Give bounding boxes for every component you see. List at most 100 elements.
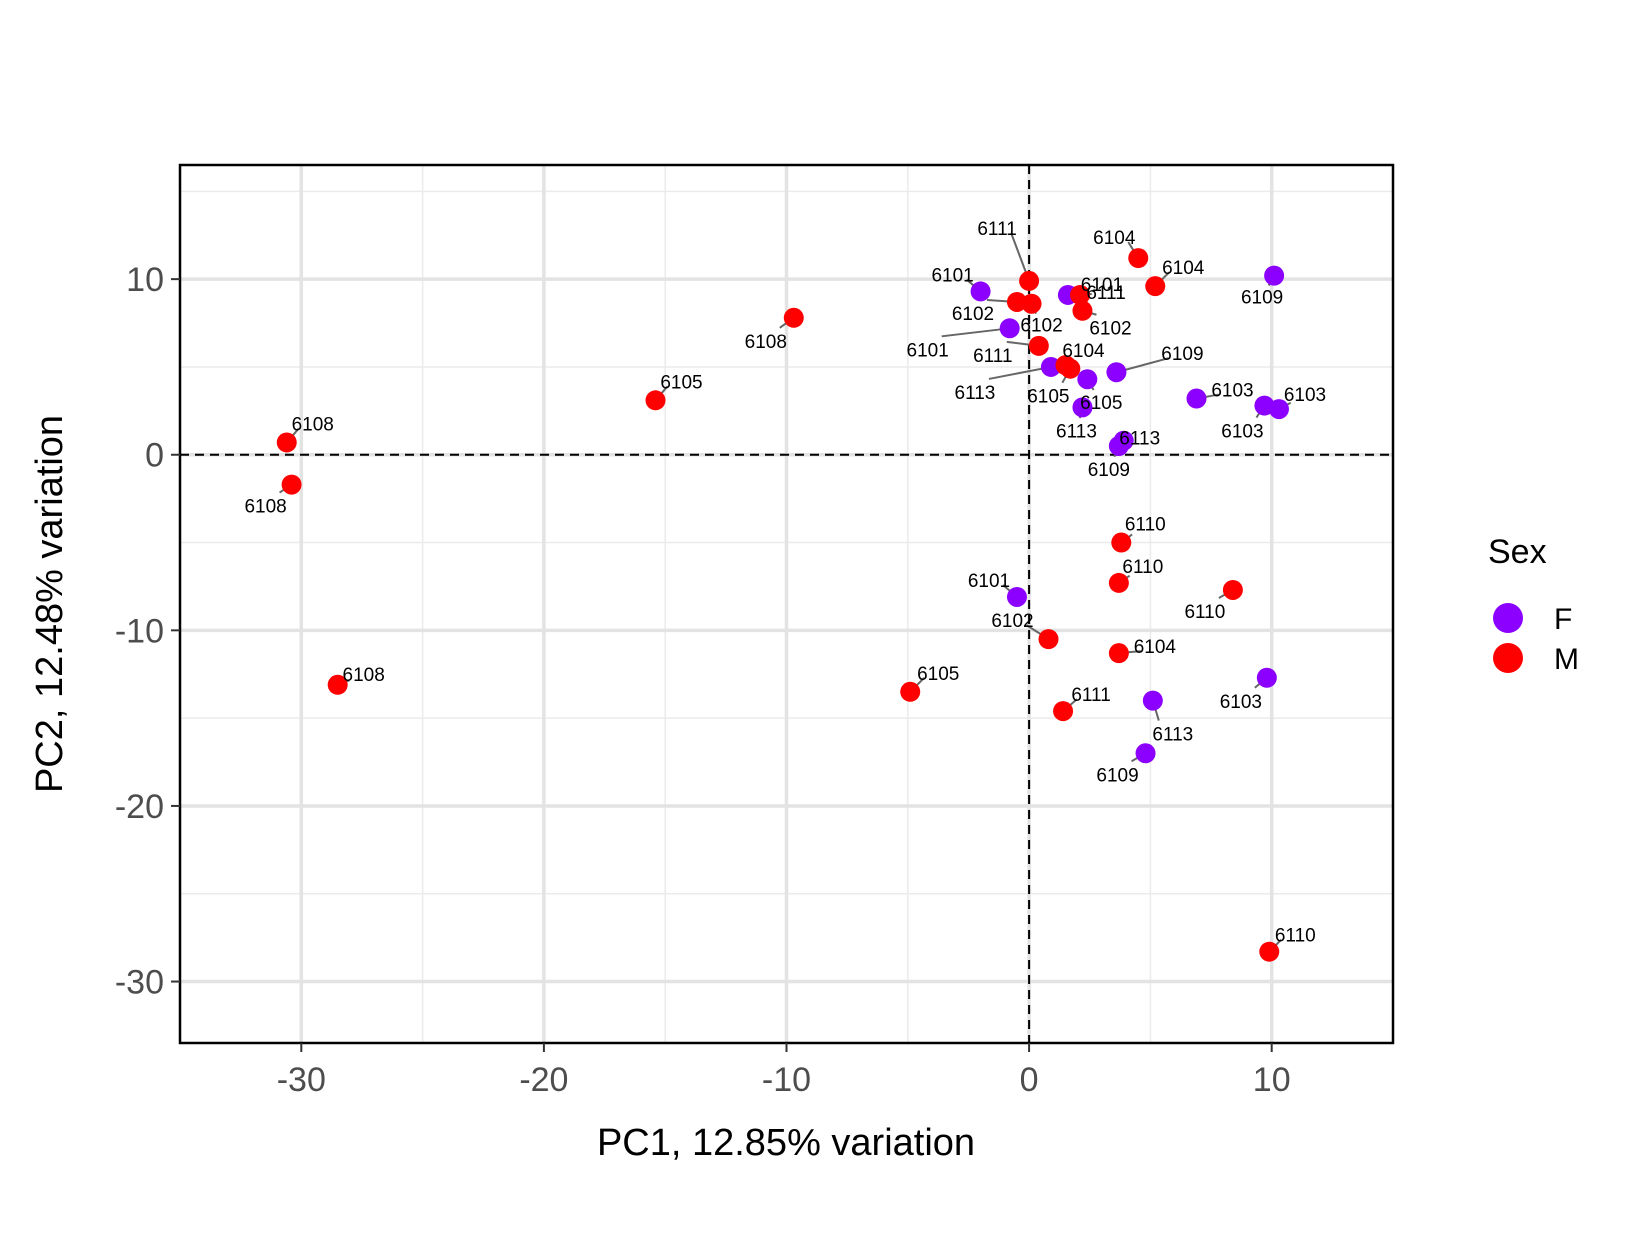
data-point-f xyxy=(1072,397,1093,418)
legend-key-f xyxy=(1493,603,1523,633)
point-label: 6101 xyxy=(968,571,1010,592)
point-label: 6103 xyxy=(1211,381,1253,402)
point-label: 6113 xyxy=(955,383,996,404)
point-label: 6110 xyxy=(1184,602,1225,623)
data-point-f xyxy=(1106,362,1127,383)
data-point-m xyxy=(1021,293,1042,314)
point-label: 6111 xyxy=(973,346,1012,367)
point-label: 6113 xyxy=(1152,725,1193,746)
data-point-m xyxy=(1019,270,1040,291)
data-point-f xyxy=(1135,743,1156,764)
x-axis-title: PC1, 12.85% variation xyxy=(597,1122,975,1164)
data-point-m xyxy=(645,390,666,411)
reference-lines xyxy=(180,165,1393,1043)
data-point-m xyxy=(1053,701,1074,722)
point-label: 6104 xyxy=(1093,228,1136,249)
point-label: 6103 xyxy=(1220,692,1262,713)
y-tick-label: 0 xyxy=(145,437,164,475)
legend-label: M xyxy=(1554,643,1579,676)
point-label: 6109 xyxy=(1088,460,1130,481)
data-point-m xyxy=(1108,643,1129,664)
point-label: 6103 xyxy=(1284,385,1326,406)
data-point-m xyxy=(1145,276,1166,297)
data-point-m xyxy=(1028,335,1049,356)
data-point-m xyxy=(900,681,921,702)
data-point-f xyxy=(1256,667,1277,688)
point-label: 6108 xyxy=(292,414,334,435)
point-label: 6108 xyxy=(343,665,385,686)
point-label: 6113 xyxy=(1119,429,1160,450)
point-label: 6110 xyxy=(1122,557,1163,578)
data-point-m xyxy=(1006,291,1027,312)
data-point-m xyxy=(1072,300,1093,321)
point-label: 6104 xyxy=(1062,341,1105,362)
data-point-f xyxy=(999,318,1020,339)
point-label: 6102 xyxy=(952,304,994,325)
legend: Sex FM xyxy=(1488,533,1579,676)
y-axis-title: PC2, 12.48% variation xyxy=(29,415,71,793)
point-label: 6105 xyxy=(1027,387,1069,408)
point-label: 6111 xyxy=(977,219,1016,240)
data-point-m xyxy=(276,432,297,453)
data-point-m xyxy=(1222,579,1243,600)
point-label: 6105 xyxy=(917,664,959,685)
point-label: 6104 xyxy=(1162,258,1205,279)
data-point-m xyxy=(1128,248,1149,269)
point-label: 6102 xyxy=(1089,319,1131,340)
point-label: 6103 xyxy=(1221,422,1263,443)
data-point-f xyxy=(1077,369,1098,390)
y-tick-label: -10 xyxy=(115,612,164,650)
data-point-f xyxy=(1268,399,1289,420)
data-point-m xyxy=(327,674,348,695)
point-label: 6105 xyxy=(1080,393,1122,414)
data-point-m xyxy=(783,307,804,328)
point-label: 6102 xyxy=(991,611,1033,632)
data-point-m xyxy=(1259,941,1280,962)
x-tick-label: -20 xyxy=(519,1061,568,1099)
axes: -30 -20 -10 0 10 10 0 -10 -20 -30 xyxy=(115,261,1291,1099)
legend-title: Sex xyxy=(1488,533,1547,571)
data-point-m xyxy=(281,474,302,495)
y-tick-label: -20 xyxy=(115,788,164,826)
label-leader-line xyxy=(941,327,1010,338)
point-label: 6101 xyxy=(1081,275,1123,296)
data-point-m xyxy=(1111,532,1132,553)
data-point-f xyxy=(1142,690,1163,711)
data-point-m xyxy=(1070,284,1091,305)
legend-key-m xyxy=(1493,643,1523,673)
point-label: 6109 xyxy=(1241,288,1283,309)
point-label: 6109 xyxy=(1161,344,1203,365)
point-label: 6101 xyxy=(907,340,949,361)
label-leader-line xyxy=(988,365,1052,380)
point-label: 6108 xyxy=(745,332,787,353)
x-tick-label: 0 xyxy=(1020,1061,1039,1099)
point-label: 6111 xyxy=(1086,283,1125,304)
y-tick-label: -30 xyxy=(115,964,164,1002)
data-point-f xyxy=(1264,265,1285,286)
point-label: 6104 xyxy=(1134,637,1177,658)
y-tick-label: 10 xyxy=(126,261,164,299)
point-label: 6102 xyxy=(1020,316,1062,337)
x-tick-label: -30 xyxy=(277,1061,326,1099)
point-label: 6113 xyxy=(1056,421,1097,442)
legend-label: F xyxy=(1554,603,1572,636)
data-point-m xyxy=(1060,358,1081,379)
point-label: 6111 xyxy=(1071,685,1110,706)
data-point-f xyxy=(1186,388,1207,409)
legend-entries: FM xyxy=(1493,603,1579,676)
point-label: 6110 xyxy=(1275,926,1316,947)
point-label: 6101 xyxy=(931,265,973,286)
x-tick-label: -10 xyxy=(762,1061,811,1099)
point-label: 6110 xyxy=(1125,515,1166,536)
data-point-f xyxy=(1006,586,1027,607)
data-point-m xyxy=(1108,572,1129,593)
x-tick-label: 10 xyxy=(1253,1061,1291,1099)
data-point-f xyxy=(970,281,991,302)
data-point-m xyxy=(1038,629,1059,650)
point-label: 6109 xyxy=(1096,765,1138,786)
point-label: 6108 xyxy=(244,497,286,518)
point-label: 6105 xyxy=(660,372,702,393)
